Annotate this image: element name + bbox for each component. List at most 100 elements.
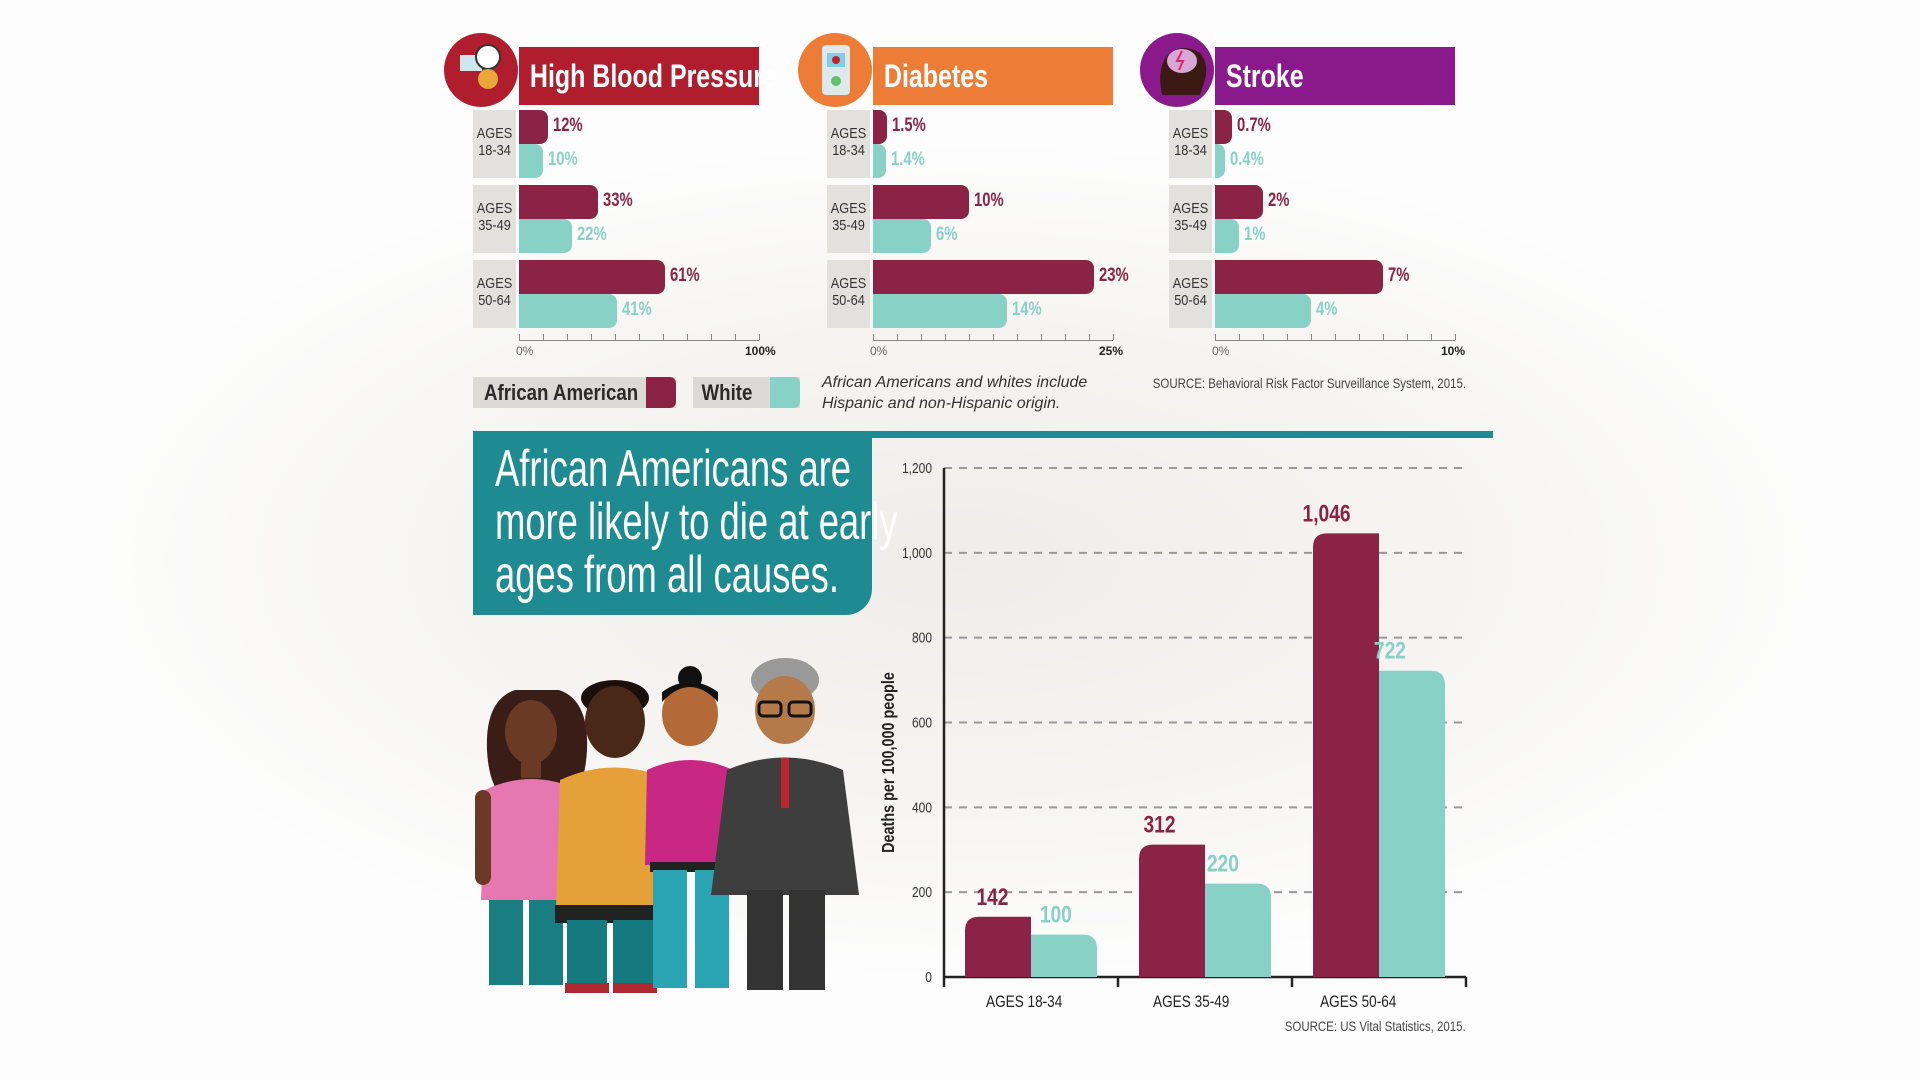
- x-tick: [1383, 334, 1384, 340]
- age-line: AGES: [476, 275, 513, 292]
- bar-african-american-1: [1139, 844, 1205, 977]
- legend-label: White: [701, 380, 753, 405]
- bar-african-american: [1215, 110, 1232, 144]
- age-label: AGES 35-49: [827, 185, 870, 253]
- bar-white: [519, 294, 618, 328]
- x-tick: [969, 334, 970, 340]
- x-tick: [639, 334, 640, 340]
- axis-min-label: 0%: [1212, 344, 1230, 358]
- y-tick-label: 0: [925, 969, 932, 986]
- age-label: AGES 35-49: [1169, 185, 1212, 253]
- axis-max-label: 100%: [745, 344, 776, 358]
- x-tick: [519, 334, 520, 340]
- y-tick-label: 800: [912, 629, 932, 646]
- y-tick-label: 600: [912, 714, 932, 731]
- value-label: 1%: [1244, 224, 1266, 245]
- woman-magenta-figure: [645, 666, 735, 988]
- x-tick: [1065, 334, 1066, 340]
- panel-title-text: High Blood Pressure: [529, 58, 777, 94]
- bar-african-american: [873, 110, 888, 144]
- panel-title: High Blood Pressure: [519, 47, 777, 105]
- age-line: AGES: [476, 125, 513, 142]
- x-tick: [1407, 334, 1408, 340]
- age-label: AGES 35-49: [473, 185, 516, 253]
- age-line: AGES: [1172, 275, 1209, 292]
- age-label: AGES 18-34: [473, 110, 516, 178]
- bar-african-american: [519, 260, 666, 294]
- age-label: AGES 50-64: [1169, 260, 1212, 328]
- x-category-label: AGES 50-64: [1320, 993, 1397, 1012]
- age-line: 18-34: [478, 142, 511, 159]
- x-tick: [615, 334, 616, 340]
- y-axis-label: Deaths per 100,000 people: [879, 672, 899, 853]
- age-line: AGES: [830, 275, 867, 292]
- age-line: 18-34: [1174, 142, 1207, 159]
- value-label: 722: [1374, 637, 1406, 665]
- bar-african-american: [1215, 185, 1263, 219]
- bar-white: [873, 144, 887, 178]
- bar-white: [519, 219, 572, 253]
- bar-white: [1215, 294, 1311, 328]
- x-tick: [711, 334, 712, 340]
- value-label: 61%: [670, 265, 701, 286]
- age-label: AGES 18-34: [827, 110, 870, 178]
- value-label: 142: [976, 883, 1008, 911]
- source-top: SOURCE: Behavioral Risk Factor Surveilla…: [1084, 375, 1466, 391]
- bar-african-american: [1215, 260, 1383, 294]
- value-label: 0.4%: [1229, 149, 1264, 170]
- x-category-label: AGES 35-49: [1153, 993, 1229, 1012]
- x-tick: [1263, 334, 1264, 340]
- age-label: AGES 50-64: [473, 260, 516, 328]
- x-tick: [897, 334, 898, 340]
- value-label: 23%: [1098, 265, 1129, 286]
- age-line: 18-34: [832, 142, 865, 159]
- origin-note: African Americans and whites include His…: [822, 372, 1087, 414]
- blood-pressure-gauge-icon: [444, 33, 518, 107]
- source-text: SOURCE: US Vital Statistics, 2015.: [1285, 1018, 1466, 1034]
- legend-swatch: [646, 377, 676, 408]
- headline-line: more likely to die at early: [495, 493, 898, 551]
- value-label: 1.4%: [891, 149, 926, 170]
- value-label: 10%: [974, 190, 1004, 211]
- y-tick-label: 200: [912, 884, 932, 901]
- brain-head-icon: [1140, 33, 1214, 107]
- man-orange-figure: [555, 680, 674, 993]
- x-tick: [1017, 334, 1018, 340]
- x-category-label: AGES 18-34: [986, 993, 1063, 1012]
- x-tick: [663, 334, 664, 340]
- x-tick: [873, 334, 874, 340]
- section-divider: [473, 431, 1493, 438]
- bar-african-american-2: [1313, 533, 1379, 977]
- x-tick: [687, 334, 688, 340]
- headline-line: African Americans are: [495, 440, 852, 498]
- x-tick: [1287, 334, 1288, 340]
- source-text: SOURCE: Behavioral Risk Factor Surveilla…: [1152, 375, 1466, 391]
- value-label: 0.7%: [1236, 115, 1271, 136]
- value-label: 4%: [1316, 299, 1338, 320]
- people-illustration: [475, 658, 859, 993]
- age-line: 50-64: [832, 292, 865, 309]
- value-label: 100: [1040, 900, 1072, 928]
- value-label: 312: [1144, 811, 1176, 839]
- x-tick: [735, 334, 736, 340]
- x-tick: [921, 334, 922, 340]
- x-tick: [591, 334, 592, 340]
- bar-white: [1215, 219, 1239, 253]
- legend-white: White: [693, 377, 800, 408]
- x-tick: [993, 334, 994, 340]
- glucose-meter-icon: [798, 33, 872, 107]
- bar-african-american: [519, 110, 548, 144]
- headline-box: African Americans are more likely to die…: [473, 431, 898, 615]
- age-line: AGES: [830, 200, 867, 217]
- age-label: AGES 50-64: [827, 260, 870, 328]
- x-tick: [759, 334, 760, 340]
- x-axis: [873, 340, 1113, 341]
- y-tick-label: 400: [912, 799, 932, 816]
- age-line: AGES: [476, 200, 513, 217]
- x-tick: [1431, 334, 1432, 340]
- axis-min-label: 0%: [870, 344, 888, 358]
- age-line: 50-64: [1174, 292, 1207, 309]
- age-line: AGES: [830, 125, 867, 142]
- bar-white-1: [1205, 883, 1271, 977]
- value-label: 14%: [1012, 299, 1043, 320]
